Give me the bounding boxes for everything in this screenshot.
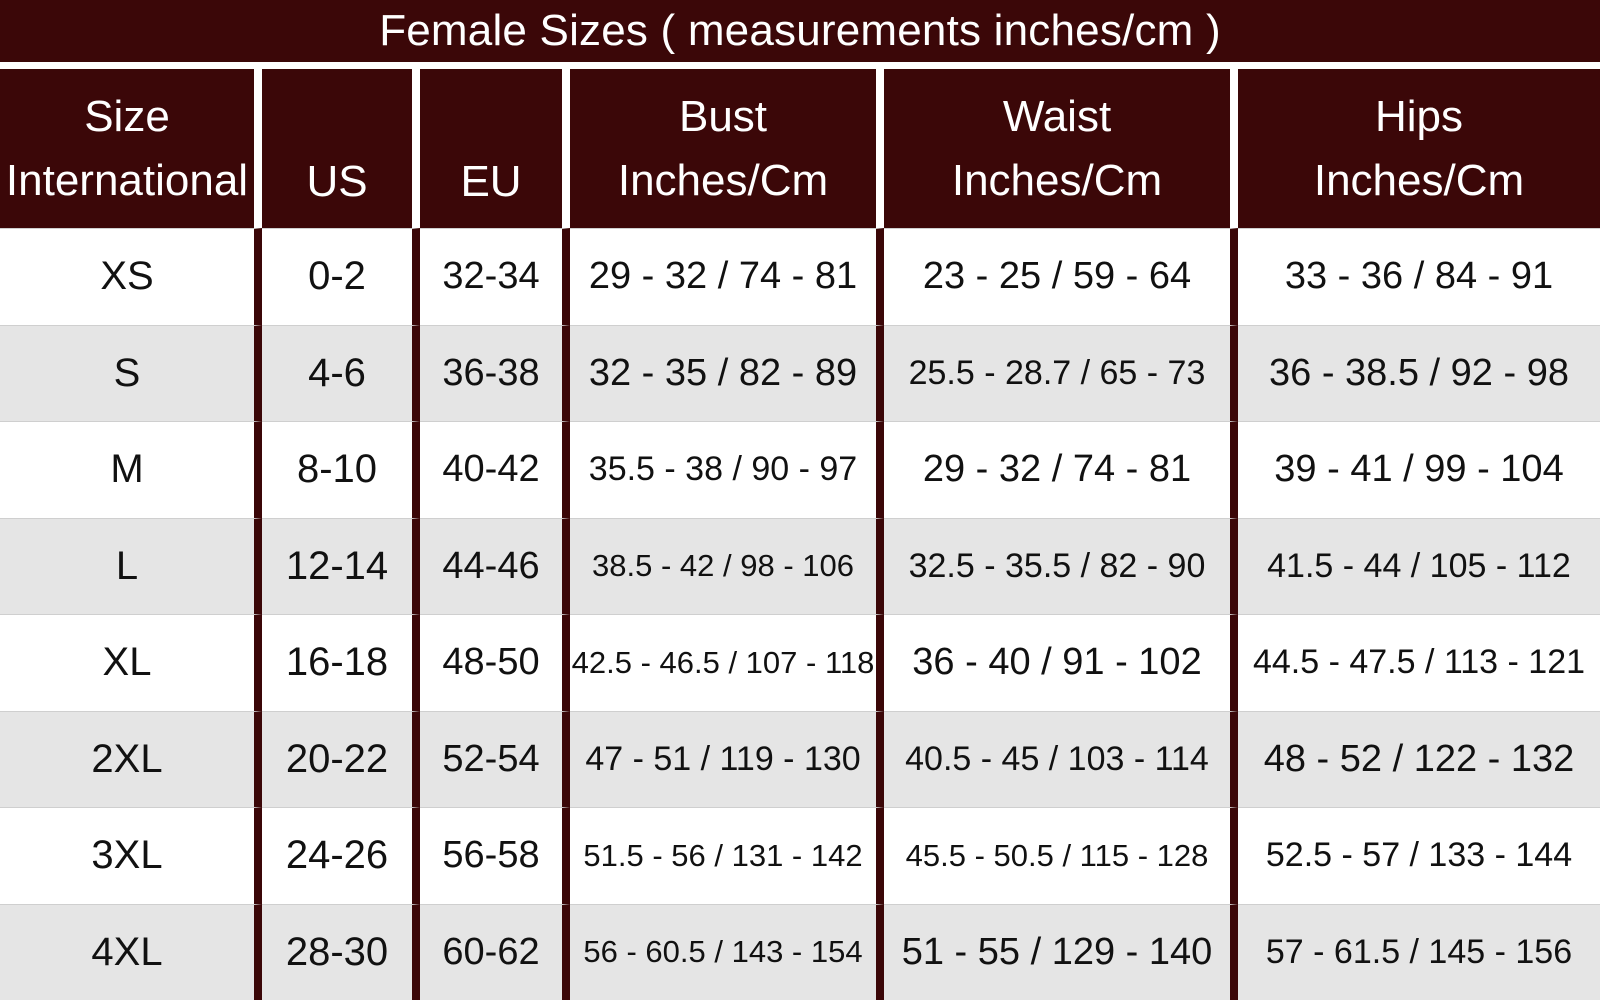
- size-international-cell: XL: [0, 614, 262, 711]
- header-us: US: [262, 69, 420, 228]
- header-line-2: Inches/Cm: [951, 155, 1163, 205]
- header-band: [0, 69, 1600, 228]
- waist-cell: 25.5 - 28.7 / 65 - 73: [884, 324, 1238, 421]
- bust-cell: 51.5 - 56 / 131 - 142: [570, 807, 884, 904]
- size-international-cell: 4XL: [0, 903, 262, 1000]
- waist-cell: 40.5 - 45 / 103 - 114: [884, 710, 1238, 807]
- header-size-international: Size International: [0, 69, 262, 228]
- size-international-cell: 3XL: [0, 807, 262, 904]
- size-international-cell: M: [0, 421, 262, 518]
- us-size-cell: 0-2: [262, 228, 420, 325]
- eu-size-cell: 60-62: [420, 903, 570, 1000]
- eu-size-cell: 32-34: [420, 228, 570, 325]
- header-line-2: International: [5, 155, 249, 205]
- size-international-cell: XS: [0, 228, 262, 325]
- header-line-1: Hips: [1374, 91, 1464, 141]
- header-line-2: EU: [460, 157, 522, 207]
- waist-cell: 45.5 - 50.5 / 115 - 128: [884, 807, 1238, 904]
- header-line-1: Waist: [1002, 91, 1112, 141]
- eu-size-cell: 48-50: [420, 614, 570, 711]
- size-table: Size International US EU Bust Inches/Cm …: [0, 69, 1600, 1000]
- us-size-cell: 12-14: [262, 517, 420, 614]
- us-size-cell: 20-22: [262, 710, 420, 807]
- size-international-cell: L: [0, 517, 262, 614]
- hips-cell: 48 - 52 / 122 - 132: [1238, 710, 1600, 807]
- us-size-cell: 28-30: [262, 903, 420, 1000]
- header-eu: EU: [420, 69, 570, 228]
- title-divider: [8, 64, 1600, 69]
- header-line-2: Inches/Cm: [1313, 155, 1525, 205]
- us-size-cell: 16-18: [262, 614, 420, 711]
- header-line-2: Inches/Cm: [617, 155, 829, 205]
- hips-cell: 36 - 38.5 / 92 - 98: [1238, 324, 1600, 421]
- header-line-1: Size: [84, 91, 170, 141]
- eu-size-cell: 36-38: [420, 324, 570, 421]
- bust-cell: 42.5 - 46.5 / 107 - 118: [570, 614, 884, 711]
- us-size-cell: 24-26: [262, 807, 420, 904]
- eu-size-cell: 44-46: [420, 517, 570, 614]
- chart-title: Female Sizes ( measurements inches/cm ): [0, 0, 1600, 62]
- hips-cell: 39 - 41 / 99 - 104: [1238, 421, 1600, 518]
- waist-cell: 36 - 40 / 91 - 102: [884, 614, 1238, 711]
- bust-cell: 29 - 32 / 74 - 81: [570, 228, 884, 325]
- eu-size-cell: 56-58: [420, 807, 570, 904]
- header-bust: Bust Inches/Cm: [570, 69, 884, 228]
- hips-cell: 52.5 - 57 / 133 - 144: [1238, 807, 1600, 904]
- waist-cell: 23 - 25 / 59 - 64: [884, 228, 1238, 325]
- us-size-cell: 8-10: [262, 421, 420, 518]
- header-line-1: Bust: [678, 91, 768, 141]
- eu-size-cell: 52-54: [420, 710, 570, 807]
- bust-cell: 32 - 35 / 82 - 89: [570, 324, 884, 421]
- bust-cell: 35.5 - 38 / 90 - 97: [570, 421, 884, 518]
- bust-cell: 56 - 60.5 / 143 - 154: [570, 903, 884, 1000]
- header-hips: Hips Inches/Cm: [1238, 69, 1600, 228]
- size-international-cell: S: [0, 324, 262, 421]
- header-waist: Waist Inches/Cm: [884, 69, 1238, 228]
- bust-cell: 38.5 - 42 / 98 - 106: [570, 517, 884, 614]
- waist-cell: 51 - 55 / 129 - 140: [884, 903, 1238, 1000]
- hips-cell: 41.5 - 44 / 105 - 112: [1238, 517, 1600, 614]
- waist-cell: 29 - 32 / 74 - 81: [884, 421, 1238, 518]
- size-international-cell: 2XL: [0, 710, 262, 807]
- hips-cell: 44.5 - 47.5 / 113 - 121: [1238, 614, 1600, 711]
- header-line-2: US: [306, 157, 368, 207]
- eu-size-cell: 40-42: [420, 421, 570, 518]
- hips-cell: 57 - 61.5 / 145 - 156: [1238, 903, 1600, 1000]
- bust-cell: 47 - 51 / 119 - 130: [570, 710, 884, 807]
- waist-cell: 32.5 - 35.5 / 82 - 90: [884, 517, 1238, 614]
- hips-cell: 33 - 36 / 84 - 91: [1238, 228, 1600, 325]
- us-size-cell: 4-6: [262, 324, 420, 421]
